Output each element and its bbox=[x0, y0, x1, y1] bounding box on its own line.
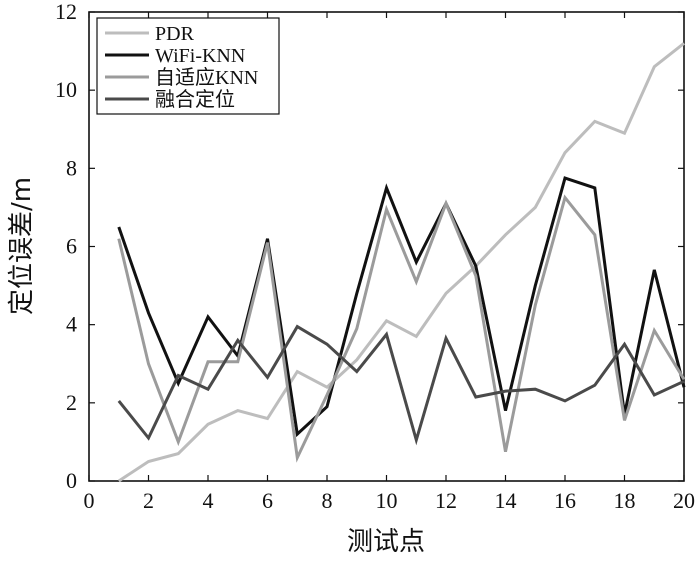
x-tick-label: 6 bbox=[262, 488, 273, 513]
y-tick-label: 8 bbox=[66, 155, 77, 180]
legend-label-3: 自适应KNN bbox=[155, 66, 258, 89]
x-tick-label: 8 bbox=[322, 488, 333, 513]
x-tick-label: 10 bbox=[376, 488, 398, 513]
y-tick-label: 6 bbox=[66, 234, 77, 259]
legend-label-1: PDR bbox=[155, 23, 195, 45]
y-tick-label: 0 bbox=[66, 468, 77, 493]
x-tick-label: 2 bbox=[143, 488, 154, 513]
x-tick-label: 12 bbox=[435, 488, 457, 513]
legend-label-2: WiFi-KNN bbox=[155, 45, 245, 67]
x-tick-label: 18 bbox=[614, 488, 636, 513]
y-tick-label: 2 bbox=[66, 390, 77, 415]
x-tick-label: 16 bbox=[554, 488, 576, 513]
x-tick-label: 20 bbox=[673, 488, 695, 513]
x-axis-title: 测试点 bbox=[347, 527, 425, 557]
series-line-1 bbox=[117, 42, 685, 483]
series-line-2 bbox=[117, 176, 686, 438]
y-axis-title: 定位误差/m bbox=[7, 177, 37, 315]
legend-label-4: 融合定位 bbox=[155, 88, 235, 111]
y-tick-label: 4 bbox=[66, 312, 77, 337]
x-tick-label: 14 bbox=[495, 488, 517, 513]
y-tick-label: 12 bbox=[55, 0, 77, 24]
x-tick-label: 4 bbox=[203, 488, 214, 513]
x-tick-label: 0 bbox=[84, 488, 95, 513]
y-tick-label: 10 bbox=[55, 77, 77, 102]
series-line-3 bbox=[117, 194, 686, 463]
series-line-4 bbox=[117, 324, 685, 446]
